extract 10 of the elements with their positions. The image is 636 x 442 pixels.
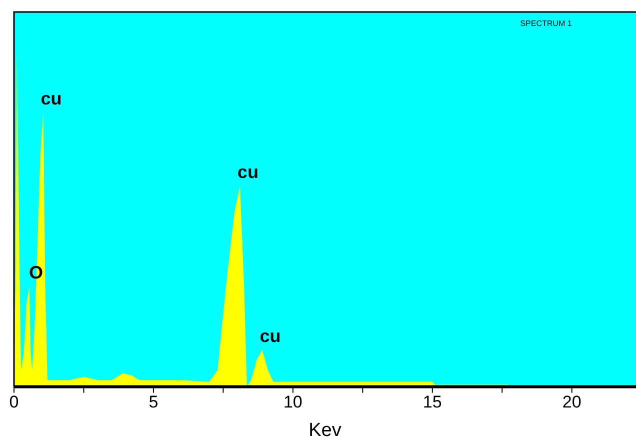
x-tick-label: 20	[562, 392, 582, 412]
x-tick-label: 5	[148, 392, 158, 412]
annotation: cu	[40, 88, 62, 108]
x-tick-label: 10	[283, 392, 302, 412]
annotation: cu	[260, 326, 281, 346]
annotation: cu	[237, 162, 258, 182]
text: SPECTRUM 1	[520, 19, 572, 28]
x-tick-label: 15	[422, 392, 442, 412]
x-axis-title: Kev	[308, 420, 342, 441]
x-tick-label: 0	[9, 392, 19, 412]
